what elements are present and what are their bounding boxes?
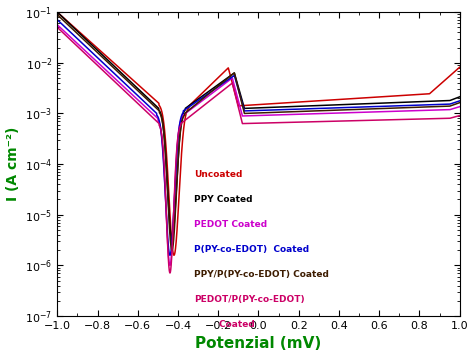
X-axis label: Potenzial (mV): Potenzial (mV) [195, 336, 321, 351]
Y-axis label: I (A cm⁻²): I (A cm⁻²) [6, 127, 19, 201]
Text: Coated: Coated [194, 320, 255, 329]
Text: PEDOT/P(PY-co-EDOT): PEDOT/P(PY-co-EDOT) [194, 295, 305, 304]
Text: PEDOT Coated: PEDOT Coated [194, 220, 267, 229]
Text: Uncoated: Uncoated [194, 170, 243, 179]
Text: PPY Coated: PPY Coated [194, 195, 253, 204]
Text: P(PY-co-EDOT)  Coated: P(PY-co-EDOT) Coated [194, 245, 309, 254]
Text: PPY/P(PY-co-EDOT) Coated: PPY/P(PY-co-EDOT) Coated [194, 270, 329, 279]
